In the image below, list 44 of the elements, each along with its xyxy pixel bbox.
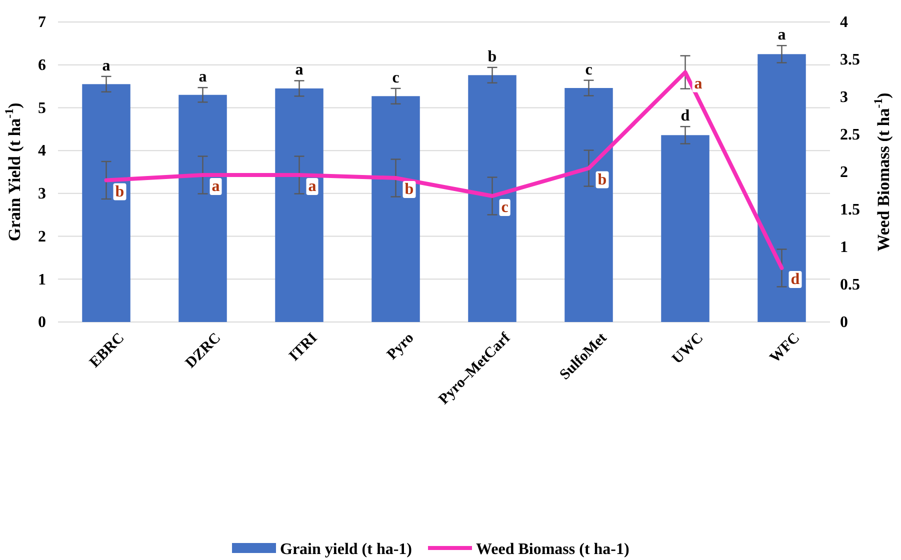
y-tick-label: 4 [38, 142, 46, 160]
y2-tick-label: 3.5 [840, 52, 860, 69]
y-tick-label: 0 [38, 314, 46, 332]
bar [564, 88, 613, 322]
annotation: d [790, 271, 800, 288]
y2-tick-label: 3 [840, 89, 848, 106]
annotation: b [115, 183, 124, 200]
annotation: a [778, 26, 786, 44]
y-tick-label: 1 [38, 271, 46, 288]
annotation: a [212, 178, 220, 195]
y2-tick-label: 0.5 [840, 276, 860, 294]
y2-tick-label: 1.5 [840, 202, 860, 219]
bar [275, 88, 324, 322]
bar [178, 94, 227, 322]
annotation: a [102, 57, 110, 74]
y2-tick-label: 2 [840, 164, 848, 182]
annotation: a [198, 68, 207, 86]
y2-tick-label: 4 [840, 14, 848, 32]
bar [82, 84, 130, 322]
annotation: c [585, 61, 592, 78]
annotation: a [694, 75, 702, 92]
y2-tick-label: 1 [840, 239, 848, 256]
y2-tick-label: 0 [840, 314, 848, 332]
x-tick-label: Pyro [384, 330, 418, 364]
annotation: b [598, 171, 607, 188]
annotation: b [404, 181, 414, 198]
y-tick-label: 3 [38, 186, 46, 203]
y-tick-label: 7 [38, 14, 46, 32]
annotation: d [680, 108, 690, 125]
legend-label: Weed Biomass (t ha-1) [476, 541, 630, 558]
y-tick-label: 5 [38, 100, 46, 117]
annotation: c [501, 199, 508, 216]
y-tick-label: 6 [38, 56, 46, 74]
y2-tick-label: 2.5 [840, 126, 860, 144]
bar [661, 135, 710, 322]
annotation: a [295, 62, 304, 79]
annotation: c [392, 69, 400, 86]
bar [372, 96, 420, 322]
annotation: b [488, 48, 497, 66]
bar [758, 54, 806, 322]
bar [468, 75, 516, 322]
annotation: a [308, 178, 316, 195]
legend-label: Grain yield (t ha-1) [280, 541, 412, 558]
y-tick-label: 2 [38, 228, 46, 246]
